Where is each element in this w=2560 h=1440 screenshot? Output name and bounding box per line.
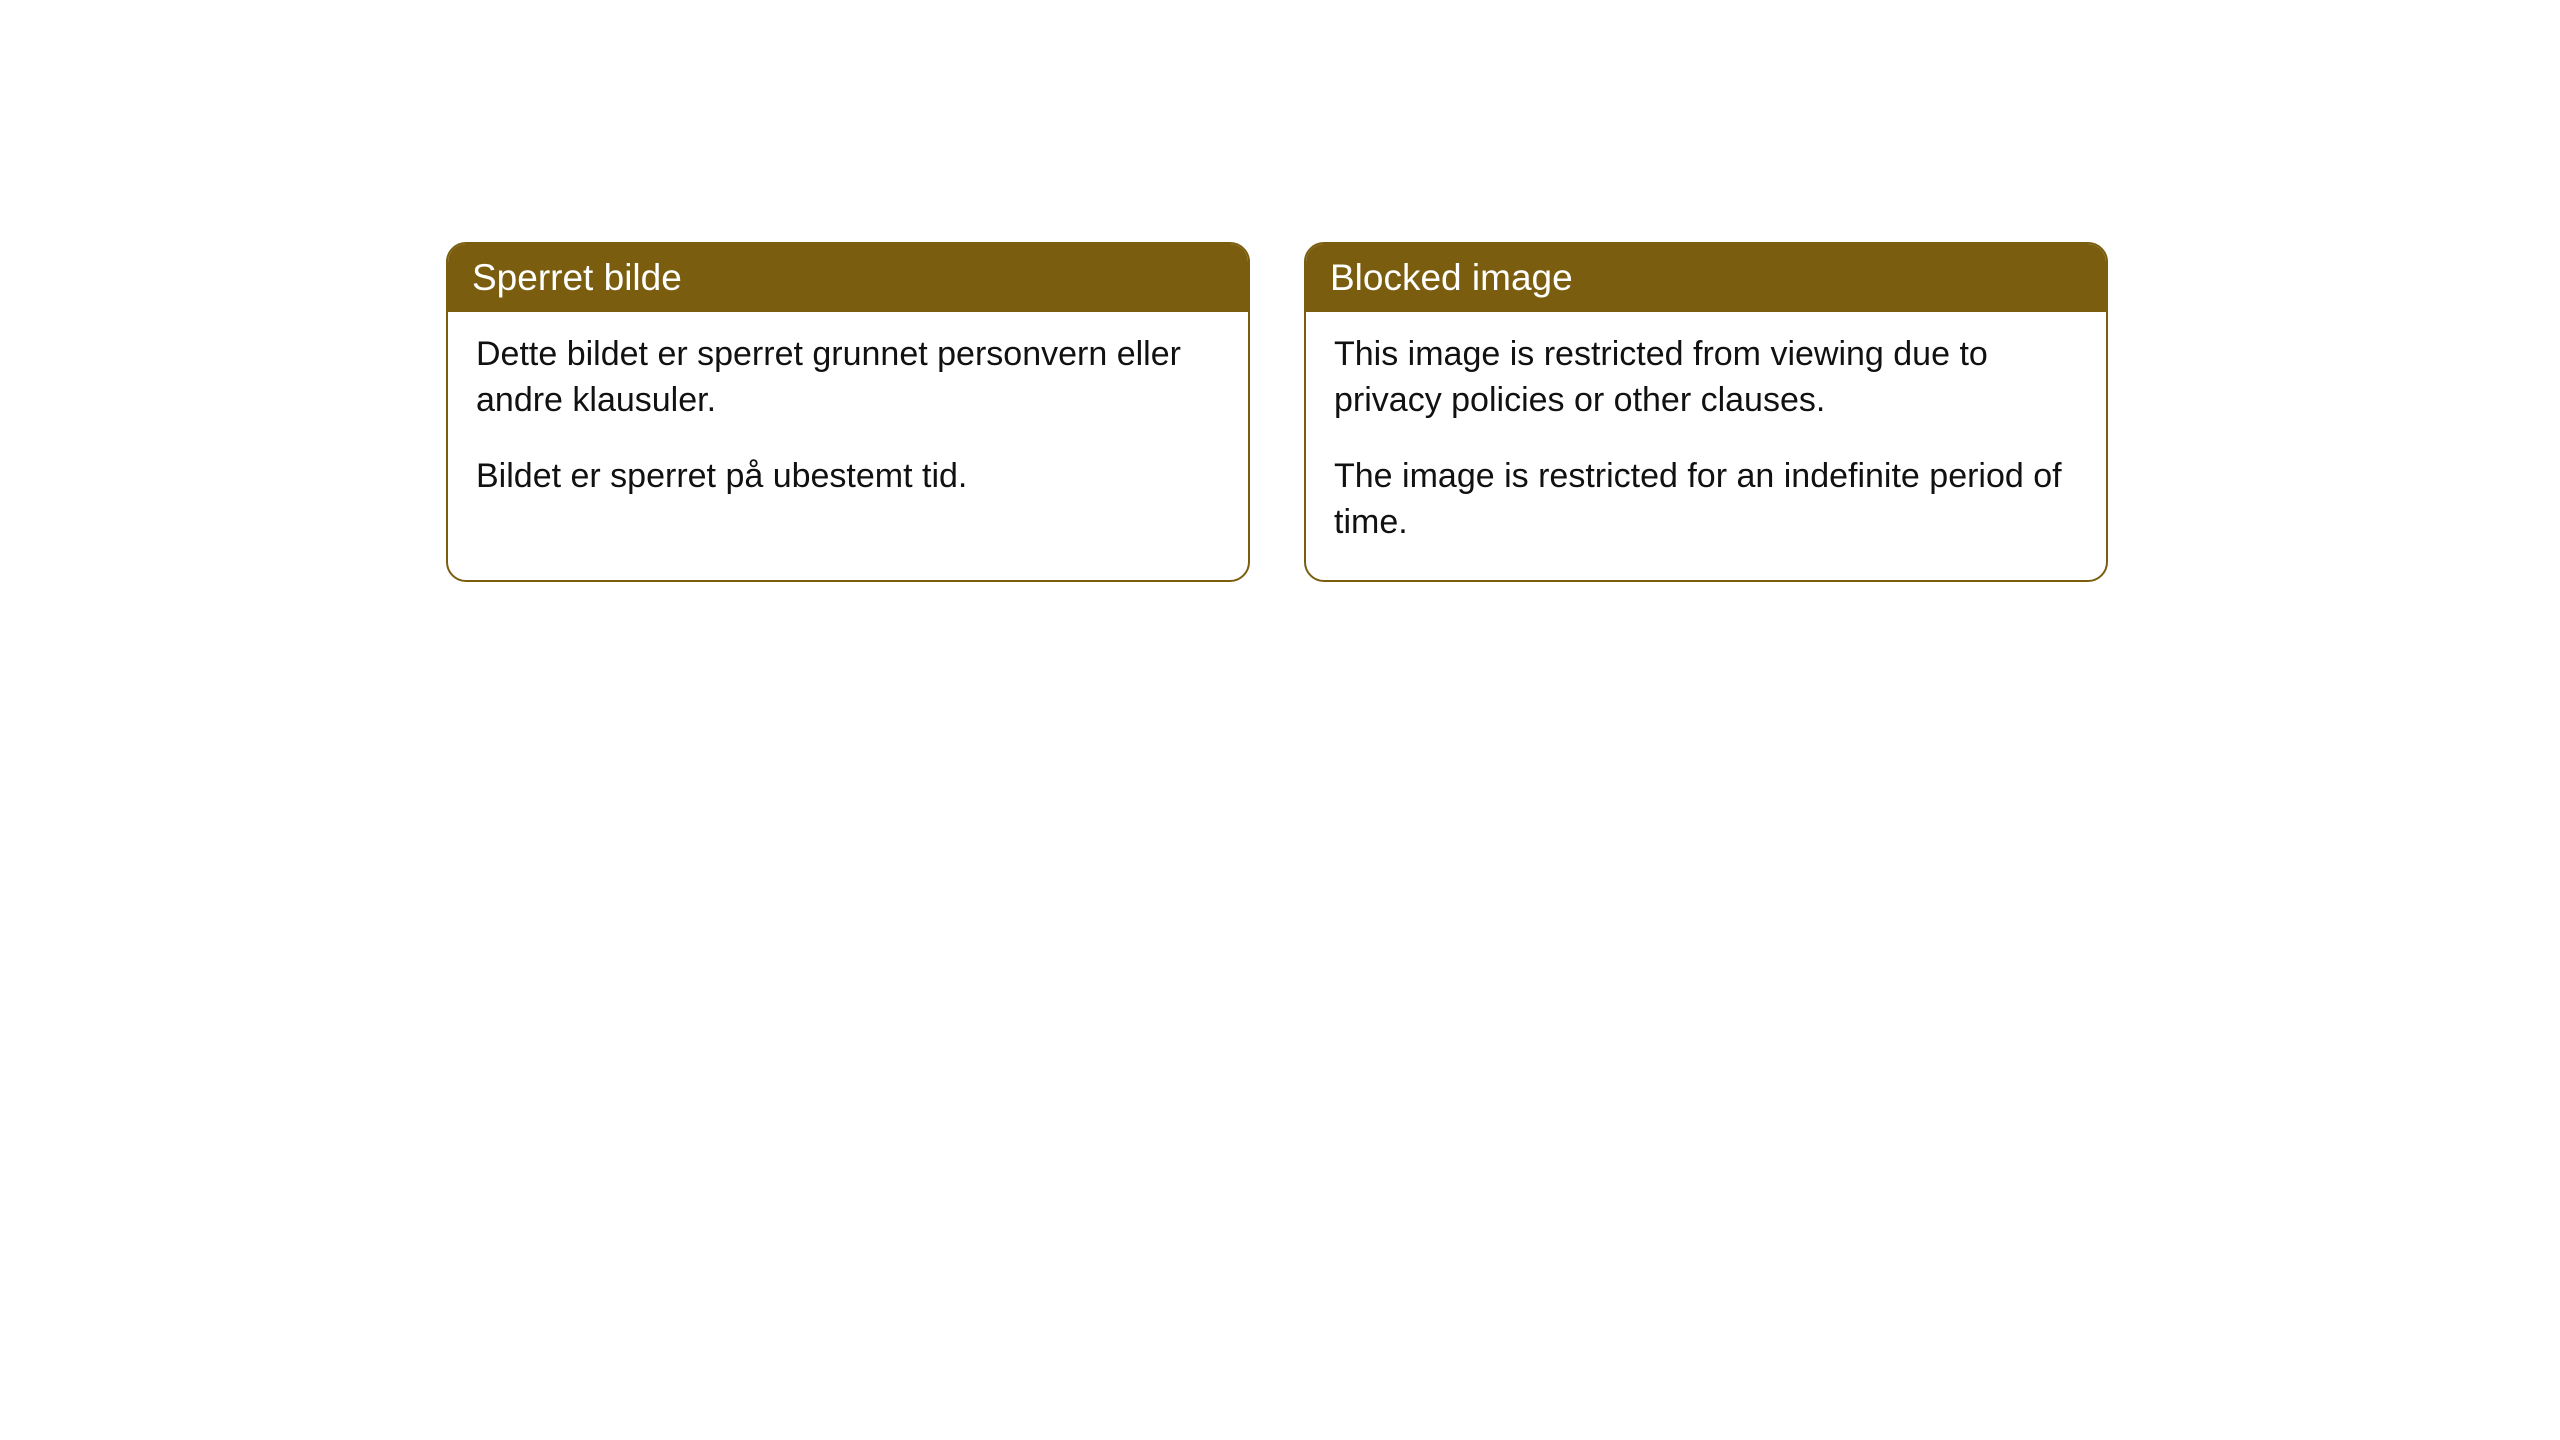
notice-paragraph: The image is restricted for an indefinit… <box>1334 454 2078 546</box>
notice-paragraph: Bildet er sperret på ubestemt tid. <box>476 454 1220 500</box>
notice-paragraph: Dette bildet er sperret grunnet personve… <box>476 332 1220 424</box>
notice-title: Blocked image <box>1330 257 1573 298</box>
notice-card-norwegian: Sperret bilde Dette bildet er sperret gr… <box>446 242 1250 582</box>
notice-body: Dette bildet er sperret grunnet personve… <box>448 312 1248 534</box>
notice-card-english: Blocked image This image is restricted f… <box>1304 242 2108 582</box>
notice-body: This image is restricted from viewing du… <box>1306 312 2106 580</box>
notice-header: Blocked image <box>1306 244 2106 312</box>
notice-title: Sperret bilde <box>472 257 682 298</box>
notice-paragraph: This image is restricted from viewing du… <box>1334 332 2078 424</box>
notice-header: Sperret bilde <box>448 244 1248 312</box>
notice-container: Sperret bilde Dette bildet er sperret gr… <box>0 0 2560 582</box>
